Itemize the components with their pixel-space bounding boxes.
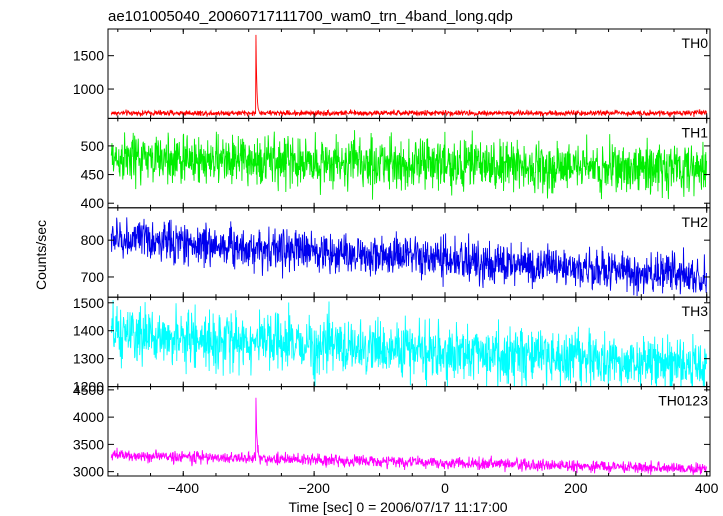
x-tick-label: 200 bbox=[564, 480, 588, 496]
panel-label: TH1 bbox=[682, 124, 709, 140]
x-axis-label: Time [sec] 0 = 2006/07/17 11:17:00 bbox=[288, 499, 507, 515]
y-tick-label: 1300 bbox=[73, 351, 104, 367]
y-tick-label: 1500 bbox=[73, 295, 104, 311]
series-line-th2 bbox=[110, 217, 707, 297]
panel-th2: 700 800 TH2 bbox=[81, 207, 711, 298]
panel-frame bbox=[107, 28, 711, 119]
x-tick-label: −200 bbox=[298, 480, 330, 496]
y-axis-label: Counts/sec bbox=[33, 220, 49, 290]
series-line-th1 bbox=[110, 130, 707, 200]
panel-label: TH3 bbox=[682, 303, 709, 319]
y-tick-label: 400 bbox=[81, 195, 105, 211]
y-tick-label: 3000 bbox=[73, 464, 104, 480]
x-tick-label: 400 bbox=[695, 480, 719, 496]
y-tick-label: 500 bbox=[81, 138, 105, 154]
panel-th1: 400 450 500 TH1 bbox=[81, 117, 711, 211]
y-tick-label: 4000 bbox=[73, 409, 104, 425]
y-tick-label: 1200 bbox=[73, 379, 104, 395]
y-tick-label: 4500 bbox=[73, 382, 104, 398]
panel-label: TH0 bbox=[682, 35, 709, 51]
panel-label: TH2 bbox=[682, 214, 709, 230]
y-tick-label: 700 bbox=[81, 269, 105, 285]
panel-th0: 1000 1500 TH0 bbox=[73, 28, 711, 119]
figure-title: ae101005040_20060717111700_wam0_trn_4ban… bbox=[108, 8, 513, 25]
y-tick-label: 1500 bbox=[73, 48, 104, 64]
x-tick-label: 0 bbox=[441, 480, 449, 496]
panel-th3: 1200 1300 1400 1500 TH3 bbox=[73, 295, 711, 395]
series-line-th0 bbox=[110, 34, 707, 118]
panel-th0123: 3000 3500 4000 4500 TH0123 bbox=[73, 382, 711, 480]
y-tick-label: 450 bbox=[81, 167, 105, 183]
panels: 1000 1500 TH0 400 450 500 TH1 700 800 TH2 1200 1300… bbox=[73, 28, 719, 496]
panel-frame bbox=[107, 386, 711, 477]
y-tick-label: 1000 bbox=[73, 81, 104, 97]
x-tick-label: −400 bbox=[167, 480, 199, 496]
y-tick-label: 800 bbox=[81, 232, 105, 248]
series-line-th0123 bbox=[110, 397, 707, 476]
panel-label: TH0123 bbox=[658, 393, 708, 409]
y-tick-label: 1400 bbox=[73, 323, 104, 339]
series-line-th3 bbox=[110, 300, 707, 387]
y-tick-label: 3500 bbox=[73, 436, 104, 452]
